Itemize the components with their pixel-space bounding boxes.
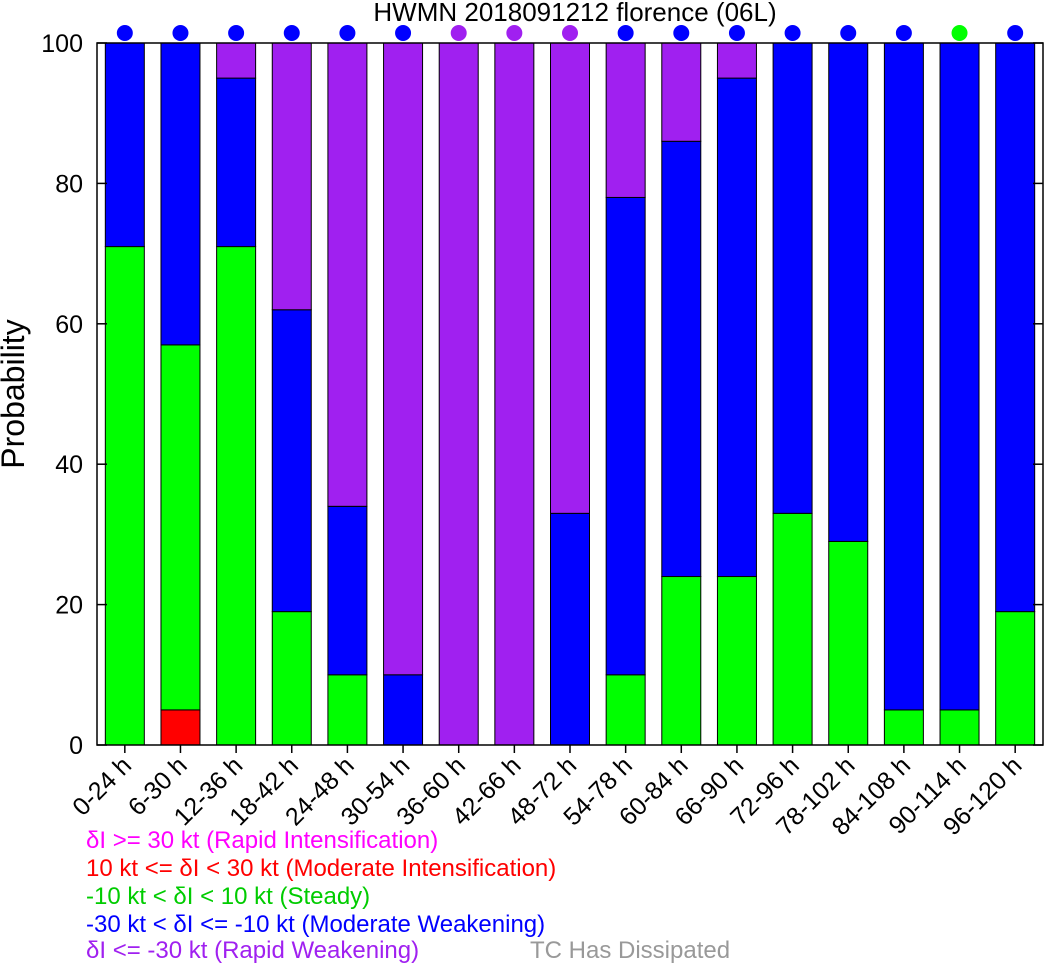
legend-rapid-weakening: δI <= -30 kt (Rapid Weakening) [86,937,420,964]
bar-segment-moderate-weakening-15 [939,42,980,711]
bar-segment-moderate-weakening-9 [605,196,646,676]
bar-segment-moderate-weakening-12 [772,42,813,514]
bar-segment-steady-4 [327,674,368,746]
bar-segment-steady-0 [104,246,145,746]
bar-segment-rapid-weakening-2 [216,42,257,79]
top-marker-5 [395,25,412,41]
top-marker-4 [339,25,356,41]
bar-segment-steady-12 [772,512,813,746]
bar-segment-moderate-weakening-13 [828,42,869,542]
bar-segment-rapid-weakening-11 [716,42,757,79]
y-tick-label-2: 40 [55,451,83,479]
bar-segment-steady-11 [716,576,757,746]
tc-dissipated-label: TC Has Dissipated [530,937,731,964]
bar-segment-moderate-weakening-8 [550,512,590,746]
top-marker-6 [450,25,467,41]
y-tick-label-1: 20 [55,592,83,620]
bar-segment-steady-16 [995,611,1036,746]
top-marker-15 [951,25,968,41]
bar-segment-rapid-weakening-7 [494,42,535,746]
chart-title: HWMN 2018091212 florence (06L) [373,0,776,27]
top-marker-14 [895,25,912,41]
bar-segment-rapid-weakening-3 [271,42,312,311]
top-marker-10 [673,25,690,41]
bar-segment-steady-1 [160,344,201,711]
bar-segment-moderate-weakening-11 [716,77,757,578]
top-marker-0 [116,25,133,41]
top-marker-3 [283,25,300,41]
bar-segment-moderate-weakening-4 [327,505,368,676]
legend-moderate-weakening: -30 kt < δI <= -10 kt (Moderate Weakenin… [86,911,546,938]
bar-segment-moderate-weakening-16 [995,42,1036,613]
bars-group [104,42,1036,746]
top-marker-12 [784,25,801,41]
top-markers-group [116,25,1024,41]
bar-segment-moderate-weakening-2 [216,77,257,248]
top-marker-13 [840,25,857,41]
bar-segment-steady-2 [216,246,257,746]
bar-segment-steady-3 [271,611,312,746]
top-marker-16 [1007,25,1024,41]
bar-segment-rapid-weakening-9 [605,42,646,198]
bar-segment-rapid-weakening-10 [661,42,702,142]
bar-segment-rapid-weakening-4 [327,42,368,507]
bar-segment-moderate-intensification-1 [160,709,201,746]
bar-segment-moderate-weakening-10 [661,140,702,578]
top-marker-11 [728,25,745,41]
bar-segment-steady-9 [605,674,646,746]
legend-steady: -10 kt < δI < 10 kt (Steady) [86,883,371,910]
bar-segment-rapid-weakening-5 [383,42,424,676]
bar-segment-rapid-weakening-8 [550,42,590,514]
bar-segment-steady-10 [661,576,702,746]
bar-segment-steady-13 [828,540,869,746]
y-tick-label-0: 0 [69,732,83,760]
bar-segment-rapid-weakening-6 [438,42,479,746]
bar-segment-moderate-weakening-5 [383,674,424,746]
bar-segment-steady-15 [939,709,980,746]
top-marker-1 [172,25,189,41]
top-marker-2 [228,25,245,41]
legend-rapid-intensification: δI >= 30 kt (Rapid Intensification) [86,827,439,854]
top-marker-7 [506,25,523,41]
bar-segment-moderate-weakening-0 [104,42,145,248]
bar-segment-steady-14 [883,709,924,746]
bar-segment-moderate-weakening-1 [160,42,201,346]
y-axis: 0 20 40 60 80 100 [41,30,1043,760]
bar-segment-moderate-weakening-3 [271,309,312,613]
y-tick-label-5: 100 [41,30,83,58]
bar-segment-moderate-weakening-14 [883,42,924,711]
y-tick-label-3: 60 [55,311,83,339]
top-marker-8 [562,25,578,41]
x-tick-label-0: 0-24 h [67,751,137,821]
y-axis-label: Probability [0,319,31,468]
top-marker-9 [617,25,634,41]
y-tick-label-4: 80 [55,170,83,198]
legend-moderate-intensification: 10 kt <= δI < 30 kt (Moderate Intensific… [86,855,557,882]
